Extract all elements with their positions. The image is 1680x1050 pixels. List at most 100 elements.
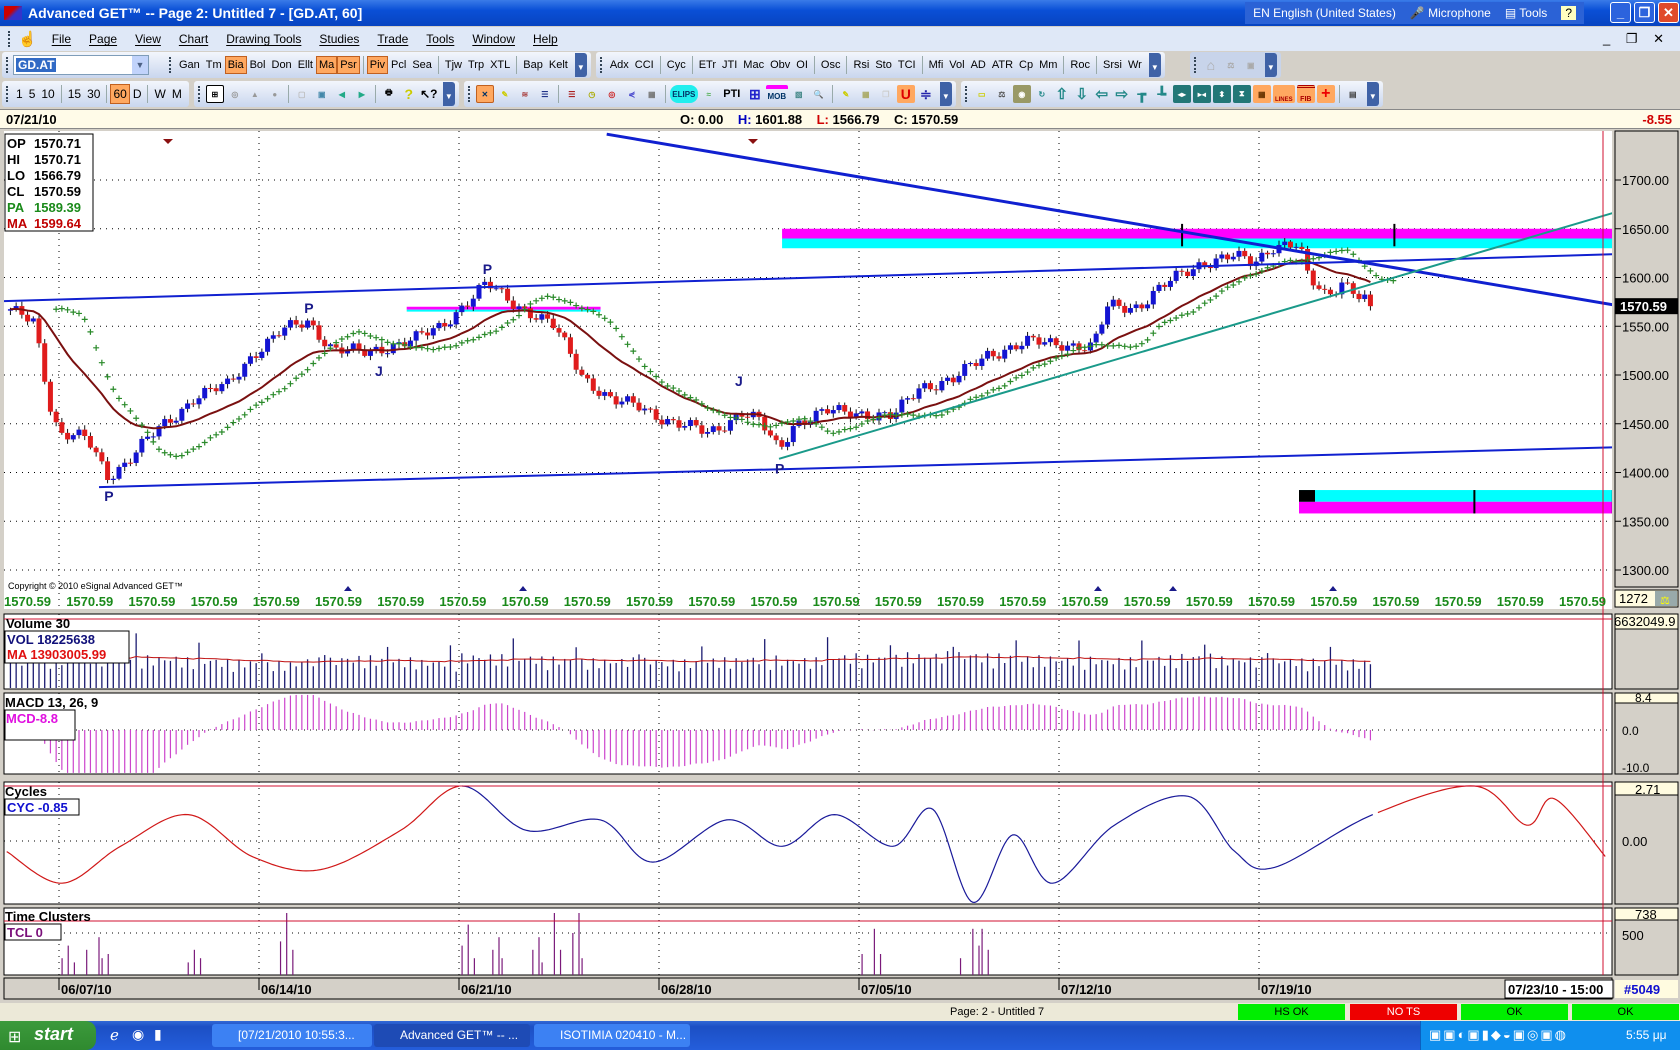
candle[interactable] [1110,299,1116,307]
candle[interactable] [430,328,436,336]
candle[interactable] [1259,252,1265,262]
toolbar-button-m[interactable]: M [171,87,182,101]
candle[interactable] [1339,282,1345,295]
mob-button[interactable]: MOB [765,85,788,103]
candle[interactable] [716,426,722,431]
zone-band-magenta[interactable] [1299,501,1619,514]
toolbar-button-pcl[interactable]: Pcl [391,59,407,71]
candle[interactable] [950,377,956,383]
candle[interactable] [276,335,282,337]
candle[interactable] [322,339,328,347]
fan-lines-icon[interactable]: ⋞ [628,89,636,99]
forward-icon[interactable]: ▶ [358,89,365,99]
candle[interactable] [1019,345,1025,350]
toolbar-button-bia[interactable]: Bia [224,56,247,74]
toolbar-overflow[interactable]: ▼ [1366,82,1379,106]
candle[interactable] [1002,349,1008,359]
toolbar-button-15[interactable]: 15 [67,87,82,101]
candle[interactable] [1356,293,1362,300]
candle[interactable] [739,414,745,417]
toolbar-button-osc[interactable]: Osc [820,59,841,71]
candle[interactable] [676,420,682,428]
help-icon[interactable]: ? [1561,6,1576,20]
candle[interactable] [1122,305,1128,313]
toolbar-button-mac[interactable]: Mac [743,59,765,71]
candle[interactable] [259,351,265,358]
candle[interactable] [7,309,13,311]
candle[interactable] [1059,345,1065,351]
candle[interactable] [910,398,916,400]
arrow-right-icon[interactable]: ⇨ [1115,86,1129,103]
toolbar-button-adx[interactable]: Adx [609,59,629,71]
compress-horizontal-icon[interactable]: ▸◂ [1192,85,1211,103]
candle[interactable] [625,396,631,402]
folder-open-icon[interactable]: ▭ [978,89,986,99]
candle[interactable] [499,288,505,290]
candle[interactable] [413,331,419,341]
candle[interactable] [847,411,853,419]
toolbar-button-1[interactable]: 1 [16,87,23,101]
symbol-combobox[interactable]: GD.AT ▼ [13,55,149,75]
candle[interactable] [99,452,105,462]
toolbar-button-mfi[interactable]: Mfi [928,59,944,71]
candle[interactable] [1093,333,1099,343]
snap-grid-icon[interactable]: ▦ [862,89,870,99]
candle[interactable] [647,408,653,410]
candle[interactable] [1327,289,1333,295]
candle[interactable] [362,349,368,356]
candle[interactable] [425,332,431,336]
candle[interactable] [179,408,185,421]
candle[interactable] [990,350,996,357]
candle[interactable] [859,411,865,414]
candle[interactable] [1202,262,1208,267]
candle[interactable] [36,318,42,344]
fib-button[interactable]: FIB [1296,85,1315,103]
step-up-icon[interactable]: ┲ [1137,85,1147,102]
menu-view[interactable]: View [135,32,161,46]
candle[interactable] [1047,338,1053,343]
candle[interactable] [390,344,396,354]
grid-toggle-icon[interactable]: ▦ [1252,85,1271,103]
tools-button[interactable]: ▤ Tools [1504,6,1548,20]
candle[interactable] [1099,324,1105,334]
candle[interactable] [1310,270,1316,286]
candle[interactable] [105,461,111,481]
step-down-icon[interactable]: ┺ [1157,85,1167,102]
candle[interactable] [1265,252,1271,255]
candle[interactable] [1156,284,1162,291]
print-icon[interactable]: 🖶 [385,88,393,97]
balance-icon[interactable]: ⚖ [998,89,1006,99]
crosshair-icon[interactable]: + [1316,85,1335,103]
tray-icons[interactable]: ▣▣◐▣▮◆◒▣◎▣◍ [1429,1027,1568,1042]
toolbar-button-don[interactable]: Don [271,59,292,71]
toolbar-grip[interactable] [467,86,471,102]
candle[interactable] [1190,269,1196,277]
candle[interactable] [13,306,19,310]
toolbar-button-tm[interactable]: Tm [205,59,222,71]
toolbar-button-piv[interactable]: Piv [366,56,389,74]
toolbar-button-etr[interactable]: ETr [698,59,717,71]
menu-window[interactable]: Window [472,32,515,46]
candle[interactable] [1127,308,1133,313]
task-chart-window[interactable]: [07/21/2010 10:55:3... [212,1024,372,1047]
eraser-icon[interactable]: ✎ [842,89,850,99]
menu-drawing-tools[interactable]: Drawing Tools [226,32,302,46]
candle[interactable] [447,324,453,327]
zone-band-cyan[interactable] [782,238,1619,249]
candle[interactable] [139,438,145,453]
candle[interactable] [1139,304,1145,309]
target-icon[interactable]: ◎ [608,89,616,99]
ellipse-tool-icon[interactable]: ELIPS [669,85,698,103]
compress-vertical-icon[interactable]: ⧗ [1232,85,1251,103]
candle[interactable] [470,298,476,307]
candle[interactable] [510,300,516,309]
scale-icon[interactable] [1655,591,1677,606]
candle[interactable] [122,462,128,467]
candle[interactable] [579,369,585,375]
candle[interactable] [236,376,242,380]
arrow-up-icon[interactable]: ⇧ [1055,86,1069,103]
candle[interactable] [1070,343,1076,346]
candle[interactable] [1065,345,1071,351]
candle[interactable] [1225,254,1231,260]
candle[interactable] [1293,246,1299,248]
